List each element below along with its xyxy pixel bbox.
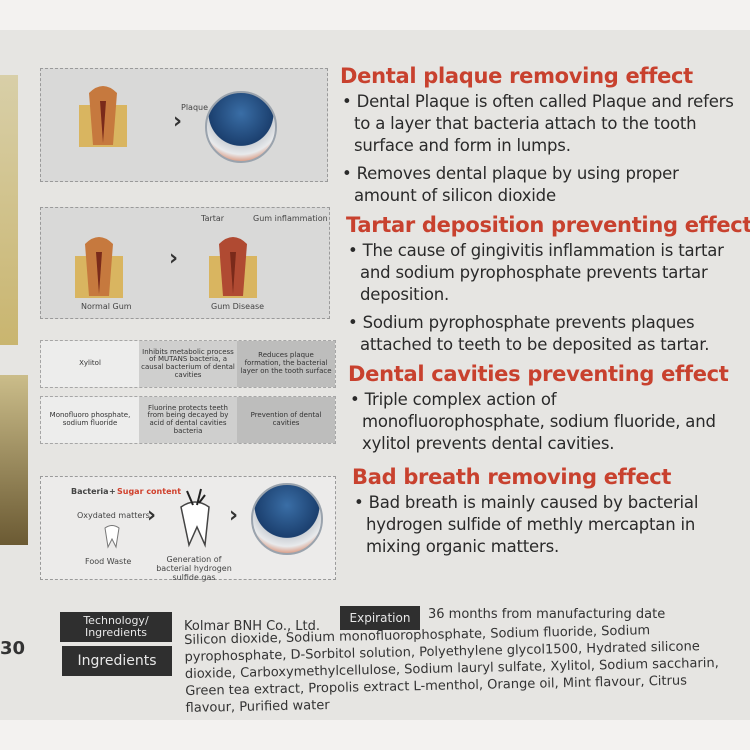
tartar-diagram: › Tartar Gum inflammation Normal Gum Gum… xyxy=(40,207,330,319)
plaque-diagram: › Plaque xyxy=(40,68,328,182)
cavity-flow-table: Xylitol Inhibits metabolic process of MU… xyxy=(40,340,336,448)
bullet: • Triple complex action of monofluoropho… xyxy=(350,390,716,453)
ingredients-tag: Ingredients xyxy=(62,646,172,676)
bullet: • Sodium pyrophosphate prevents plaques … xyxy=(348,313,710,354)
flow-cell: Reduces plaque formation, the bacterial … xyxy=(237,341,335,387)
bullet: • The cause of gingivitis inflammation i… xyxy=(348,241,724,304)
bullet: • Dental Plaque is often called Plaque a… xyxy=(342,92,734,155)
gum-disease-label: Gum Disease xyxy=(211,302,265,311)
toothbrush-circle-image xyxy=(251,483,323,555)
flow-cell: Monofluoro phosphate, sodium fluoride xyxy=(41,397,139,443)
flow-cell: Prevention of dental cavities xyxy=(237,397,335,443)
expiration-value: 36 months from manufacturing date xyxy=(428,607,666,622)
adjacent-product-image xyxy=(0,75,18,345)
plus-label: + xyxy=(109,487,116,496)
tech-value: Kolmar BNH Co., Ltd. xyxy=(184,619,321,634)
ingredients-value: Silicon dioxide, Sodium monofluorophosph… xyxy=(184,623,719,716)
toothbrush-circle-image xyxy=(205,91,277,163)
section-heading: Dental plaque removing effect xyxy=(340,64,693,88)
bad-breath-diagram: Bacteria + Sugar content Oxydated matter… xyxy=(40,476,336,582)
section-heading: Dental cavities preventing effect xyxy=(348,362,729,386)
plaque-label: Plaque xyxy=(181,103,209,112)
flow-cell: Inhibits metabolic process of MUTANS bac… xyxy=(139,341,237,387)
bacteria-label: Bacteria xyxy=(71,487,109,496)
diseased-tooth-icon xyxy=(209,237,257,298)
chevron-right-icon: › xyxy=(173,109,183,134)
adjacent-product-image xyxy=(0,375,28,545)
food-waste-label: Food Waste xyxy=(85,557,132,566)
normal-tooth-icon xyxy=(75,237,123,298)
oxydated-label: Oxydated matters xyxy=(77,511,150,520)
small-tooth-icon xyxy=(104,525,120,549)
tech-tag: Technology/ Ingredients xyxy=(60,612,172,642)
expiration-tag: Expiration xyxy=(340,606,420,630)
sugar-label: Sugar content xyxy=(117,487,182,496)
chevron-right-icon: › xyxy=(169,246,179,271)
gum-inflammation-label: Gum inflammation xyxy=(253,214,328,223)
tartar-label: Tartar xyxy=(201,214,225,223)
generation-label: Generation of bacterial hydrogen sulfide… xyxy=(156,555,232,582)
normal-gum-label: Normal Gum xyxy=(81,302,132,311)
tooth-bacteria-icon xyxy=(180,488,210,548)
bullet: • Removes dental plaque by using proper … xyxy=(342,164,679,205)
flow-row-fluoride: Monofluoro phosphate, sodium fluoride Fl… xyxy=(40,396,336,444)
section-heading: Tartar deposition preventing effect xyxy=(346,213,750,237)
bullet: • Bad breath is mainly caused by bacteri… xyxy=(354,493,699,556)
flow-cell: Xylitol xyxy=(41,341,139,387)
page-number: 30 xyxy=(0,638,26,659)
flow-row-xylitol: Xylitol Inhibits metabolic process of MU… xyxy=(40,340,336,388)
effects-text: Dental plaque removing effect • Dental P… xyxy=(340,64,750,564)
chevron-right-icon: › xyxy=(229,503,239,528)
flow-cell: Fluorine protects teeth from being decay… xyxy=(139,397,237,443)
chevron-right-icon: › xyxy=(147,503,157,528)
tooth-icon xyxy=(79,86,127,147)
section-heading: Bad breath removing effect xyxy=(352,465,672,489)
